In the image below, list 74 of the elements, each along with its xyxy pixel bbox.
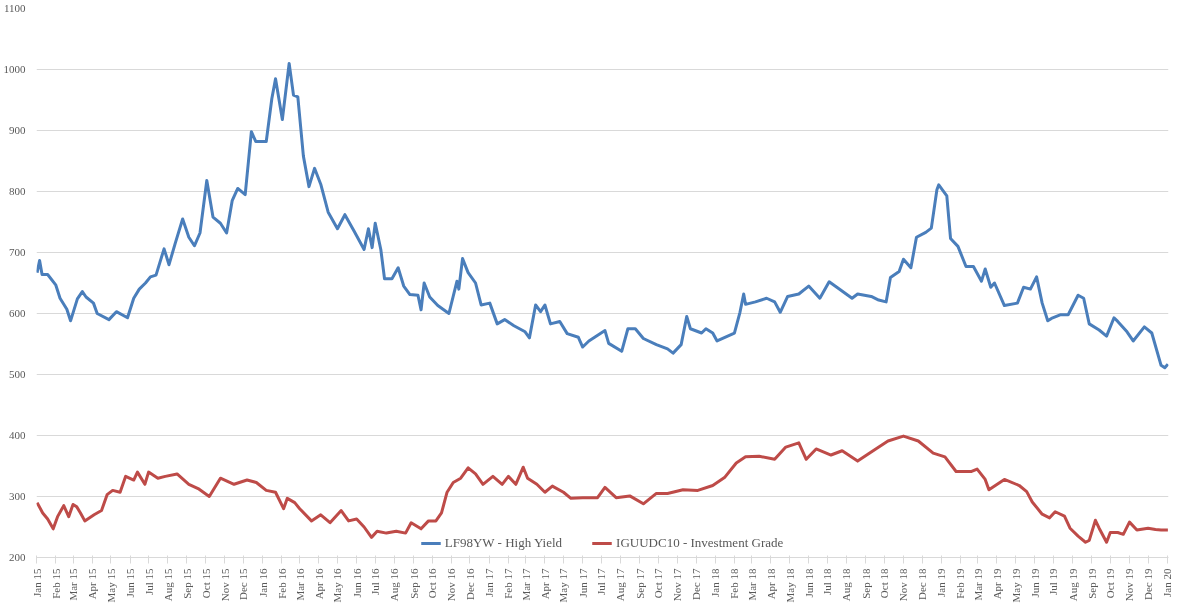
legend-label: IGUUDC10 - Investment Grade	[616, 535, 784, 551]
y-tick-label: 300	[9, 490, 26, 502]
x-tick-label: Jan 16	[256, 568, 269, 597]
x-tick-label: May 19	[1009, 568, 1022, 603]
x-tick-label: Dec 17	[690, 568, 703, 600]
y-tick-label: 400	[9, 429, 26, 441]
x-tick-label: Apr 18	[764, 568, 777, 600]
x-tick-label: Apr 15	[86, 568, 99, 600]
y-tick-label: 800	[9, 185, 26, 197]
x-tick-label: Dec 19	[1142, 568, 1155, 600]
x-tick-label: Jun 19	[1028, 568, 1041, 598]
x-tick-label: Oct 17	[652, 568, 665, 599]
y-tick-label: 500	[9, 368, 26, 380]
x-tick-label: May 17	[557, 568, 570, 603]
y-tick-label: 1000	[3, 63, 26, 75]
x-tick-label: Jun 15	[124, 568, 137, 598]
x-tick-label: Sep 15	[180, 568, 193, 599]
x-tick-label: Feb 15	[49, 568, 62, 599]
x-tick-label: Jan 19	[935, 568, 948, 597]
x-tick-label: Jan 20	[1161, 568, 1174, 597]
x-tick-label: Dec 16	[463, 568, 476, 600]
x-tick-label: Aug 18	[840, 568, 853, 602]
x-tick-label: Feb 16	[275, 568, 288, 599]
x-tick-label: Jul 17	[595, 568, 608, 596]
x-tick-label: May 18	[783, 568, 796, 603]
x-tick-label: Nov 17	[671, 568, 684, 602]
x-tick-label: Mar 17	[519, 568, 532, 601]
x-tick-label: Jun 18	[802, 568, 815, 598]
x-tick-label: Nov 15	[218, 568, 231, 602]
y-tick-label: 1100	[3, 2, 26, 14]
legend-label: LF98YW - High Yield	[444, 535, 563, 551]
x-tick-label: Nov 19	[1123, 568, 1136, 602]
x-tick-label: Jul 16	[369, 568, 382, 596]
x-tick-label: Aug 15	[161, 568, 174, 602]
x-tick-label: Oct 16	[426, 568, 439, 599]
x-tick-label: Mar 19	[971, 568, 984, 601]
y-tick-label: 200	[9, 551, 26, 563]
x-tick-label: Sep 17	[633, 568, 646, 599]
x-tick-label: Mar 15	[67, 568, 80, 601]
line-series	[36, 61, 1169, 370]
x-tick-label: Oct 18	[878, 568, 891, 599]
y-tick-label: 700	[9, 246, 26, 258]
x-tick-label: Feb 19	[954, 568, 967, 599]
x-tick-label: May 15	[104, 568, 117, 603]
x-tick-label: Aug 16	[388, 568, 401, 602]
x-tick-label: Nov 18	[897, 568, 910, 602]
x-tick-label: Aug 19	[1066, 568, 1079, 602]
x-tick-label: Apr 16	[312, 568, 325, 600]
x-tick-label: Jan 17	[483, 568, 496, 597]
x-tick-label: Oct 19	[1104, 568, 1117, 599]
x-tick-label: Mar 18	[745, 568, 758, 601]
x-tick-label: Jan 15	[30, 568, 43, 597]
x-tick-label: Jun 16	[350, 568, 363, 598]
x-tick-label: Jul 19	[1047, 568, 1060, 596]
x-tick-label: May 16	[331, 568, 344, 603]
x-tick-label: Feb 17	[502, 568, 515, 599]
x-tick-label: Sep 19	[1085, 568, 1098, 599]
x-tick-label: Sep 16	[407, 568, 420, 599]
x-tick-label: Aug 17	[614, 568, 627, 602]
y-tick-label: 600	[9, 307, 26, 319]
x-tick-label: Jan 18	[709, 568, 722, 597]
x-tick-label: Jun 17	[576, 568, 589, 598]
x-tick-label: Nov 16	[445, 568, 458, 602]
x-tick-label: Apr 19	[990, 568, 1003, 600]
x-tick-label: Feb 18	[728, 568, 741, 599]
y-tick-label: 900	[9, 124, 26, 136]
x-tick-label: Apr 17	[538, 568, 551, 600]
x-tick-label: Sep 18	[859, 568, 872, 599]
x-tick-label: Dec 15	[237, 568, 250, 600]
x-tick-label: Jul 18	[821, 568, 834, 596]
x-tick-label: Jul 15	[142, 568, 155, 596]
x-tick-label: Mar 16	[293, 568, 306, 601]
x-tick-label: Dec 18	[916, 568, 929, 600]
x-tick-label: Oct 15	[199, 568, 212, 599]
